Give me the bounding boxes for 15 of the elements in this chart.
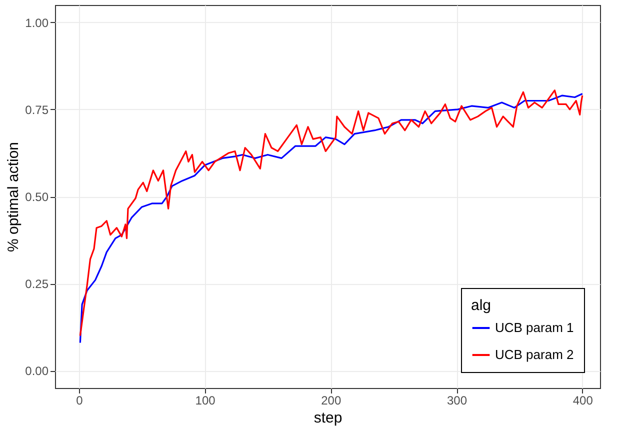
y-axis-title: % optimal action bbox=[5, 142, 22, 252]
x-axis-title: step bbox=[314, 410, 342, 426]
y-tick-label: 0.00 bbox=[25, 364, 49, 378]
y-tick-label: 1.00 bbox=[25, 16, 49, 30]
legend-label: UCB param 1 bbox=[495, 320, 574, 335]
x-tick-label: 0 bbox=[76, 394, 84, 408]
x-tick-label: 300 bbox=[446, 394, 468, 408]
x-tick-label: 400 bbox=[572, 394, 594, 408]
x-tick-label: 200 bbox=[321, 394, 342, 408]
legend-label: UCB param 2 bbox=[495, 347, 574, 362]
y-tick-label: 0.75 bbox=[25, 102, 49, 117]
x-tick-label: 100 bbox=[195, 394, 216, 408]
legend-title: alg bbox=[471, 297, 492, 314]
y-tick-label: 0.50 bbox=[25, 190, 49, 204]
y-tick-label: 0.25 bbox=[25, 277, 49, 292]
